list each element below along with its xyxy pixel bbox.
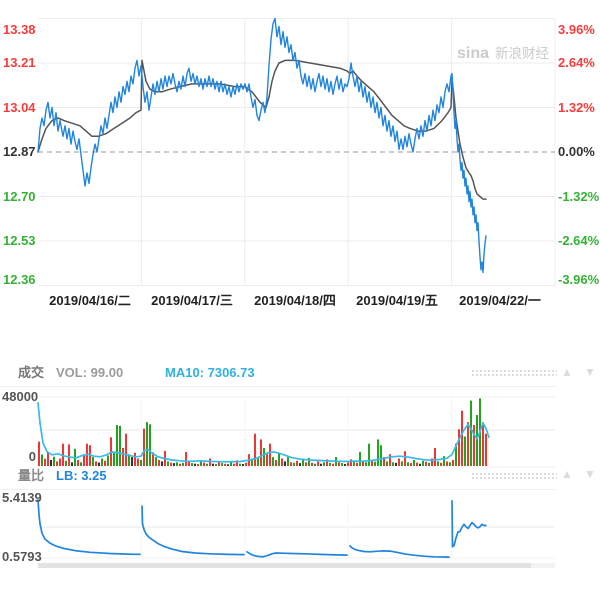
- date-label: 2019/04/19/五: [356, 293, 438, 308]
- price-chart: [37, 17, 556, 286]
- ratio-chart: [37, 498, 555, 559]
- price-tick-label: 12.53: [3, 233, 36, 248]
- volume-expand-arrow-icon[interactable]: ▼: [584, 365, 596, 379]
- price-tick-label: 12.36: [3, 272, 36, 287]
- percent-tick-label: -2.64%: [558, 233, 600, 248]
- volume-collapse-arrow-icon[interactable]: ▲: [561, 365, 573, 379]
- price-tick-label: 13.38: [3, 22, 36, 37]
- ratio-lb-label: LB: 3.25: [56, 468, 107, 483]
- ratio-axis-max: 5.4139: [2, 490, 42, 505]
- volume-axis-zero: 0: [28, 449, 36, 464]
- percent-tick-label: -1.32%: [558, 189, 600, 204]
- ratio-panel-drag-handle[interactable]: [471, 472, 557, 480]
- date-label: 2019/04/22/一: [459, 293, 541, 308]
- volume-panel-title: 成交: [18, 365, 45, 380]
- divider: [0, 489, 556, 490]
- volume-ma10-label: MA10: 7306.73: [165, 365, 255, 380]
- volume-axis-max: 48000: [2, 389, 39, 404]
- percent-tick-label: 0.00%: [558, 144, 595, 159]
- divider: [0, 386, 556, 387]
- percent-tick-label: 1.32%: [558, 100, 595, 115]
- volume-value-label: VOL: 99.00: [56, 365, 124, 380]
- date-label: 2019/04/17/三: [151, 293, 233, 308]
- date-label: 2019/04/18/四: [254, 293, 336, 308]
- sina-logo: sina: [457, 45, 490, 62]
- ratio-panel-title: 量比: [18, 468, 45, 483]
- price-tick-label: 12.70: [3, 189, 36, 204]
- percent-tick-label: 3.96%: [558, 22, 595, 37]
- percent-tick-label: 2.64%: [558, 55, 595, 70]
- volume-panel-drag-handle[interactable]: [471, 369, 557, 377]
- date-label: 2019/04/16/二: [49, 293, 131, 308]
- scrollbar-thumb[interactable]: [38, 563, 531, 568]
- price-tick-label: 12.87: [3, 144, 36, 159]
- price-tick-label: 13.04: [3, 100, 36, 115]
- ratio-expand-arrow-icon[interactable]: ▼: [584, 467, 596, 481]
- percent-tick-label: -3.96%: [558, 272, 600, 287]
- volume-chart: [37, 396, 555, 468]
- ratio-collapse-arrow-icon[interactable]: ▲: [561, 467, 573, 481]
- sina-watermark: sina 新浪财经: [457, 42, 549, 63]
- price-tick-label: 13.21: [3, 55, 36, 70]
- ratio-axis-min: 0.5793: [2, 549, 42, 564]
- sina-finance-label: 新浪财经: [495, 46, 550, 61]
